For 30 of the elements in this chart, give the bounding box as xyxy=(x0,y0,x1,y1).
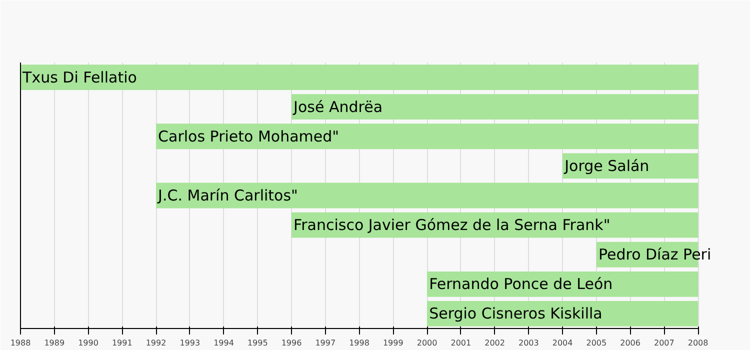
x-tick-label: 1989 xyxy=(44,338,65,348)
x-tick-label: 2008 xyxy=(688,338,708,348)
x-tick-label: 2002 xyxy=(484,338,505,348)
y-tick-label: Jorge Salán xyxy=(564,156,650,175)
x-tick-label: 1998 xyxy=(349,338,370,348)
x-tick-label: 1995 xyxy=(247,338,268,348)
x-tick-label: 2007 xyxy=(654,338,674,348)
y-tick-label: Sergio Cisneros Kiskilla xyxy=(429,304,602,323)
x-tick-label: 2005 xyxy=(586,338,607,348)
y-tick-label: Pedro Díaz Peri xyxy=(598,246,712,264)
x-tick-label: 1993 xyxy=(180,338,200,348)
y-tick-label: Txus Di Fellatio xyxy=(22,68,137,86)
y-tick-label: Carlos Prieto Mohamed" xyxy=(158,127,340,146)
y-tick-label: Francisco Javier Gómez de la Serna Frank" xyxy=(294,216,610,234)
x-tick-label: 1990 xyxy=(78,338,98,348)
x-tick-label: 2001 xyxy=(450,338,472,348)
x-tick-label: 1991 xyxy=(112,338,132,348)
x-tick-label: 1988 xyxy=(10,338,31,348)
x-tick-label: 2003 xyxy=(518,338,539,348)
x-tick-label: 1994 xyxy=(214,338,234,348)
y-tick-label: J.C. Marín Carlitos" xyxy=(157,186,298,204)
x-tick-label: 1992 xyxy=(146,338,166,348)
x-tick-label: 1996 xyxy=(281,338,302,348)
x-tick-label: 2000 xyxy=(416,338,438,348)
y-tick-label: José Andrëa xyxy=(292,98,383,116)
x-tick-label: 2006 xyxy=(620,338,640,348)
x-tick-label: 2004 xyxy=(552,338,573,348)
x-tick-label: 1997 xyxy=(315,338,336,348)
x-tick-label: 1999 xyxy=(382,338,404,348)
y-tick-label: Fernando Ponce de León xyxy=(429,275,613,294)
